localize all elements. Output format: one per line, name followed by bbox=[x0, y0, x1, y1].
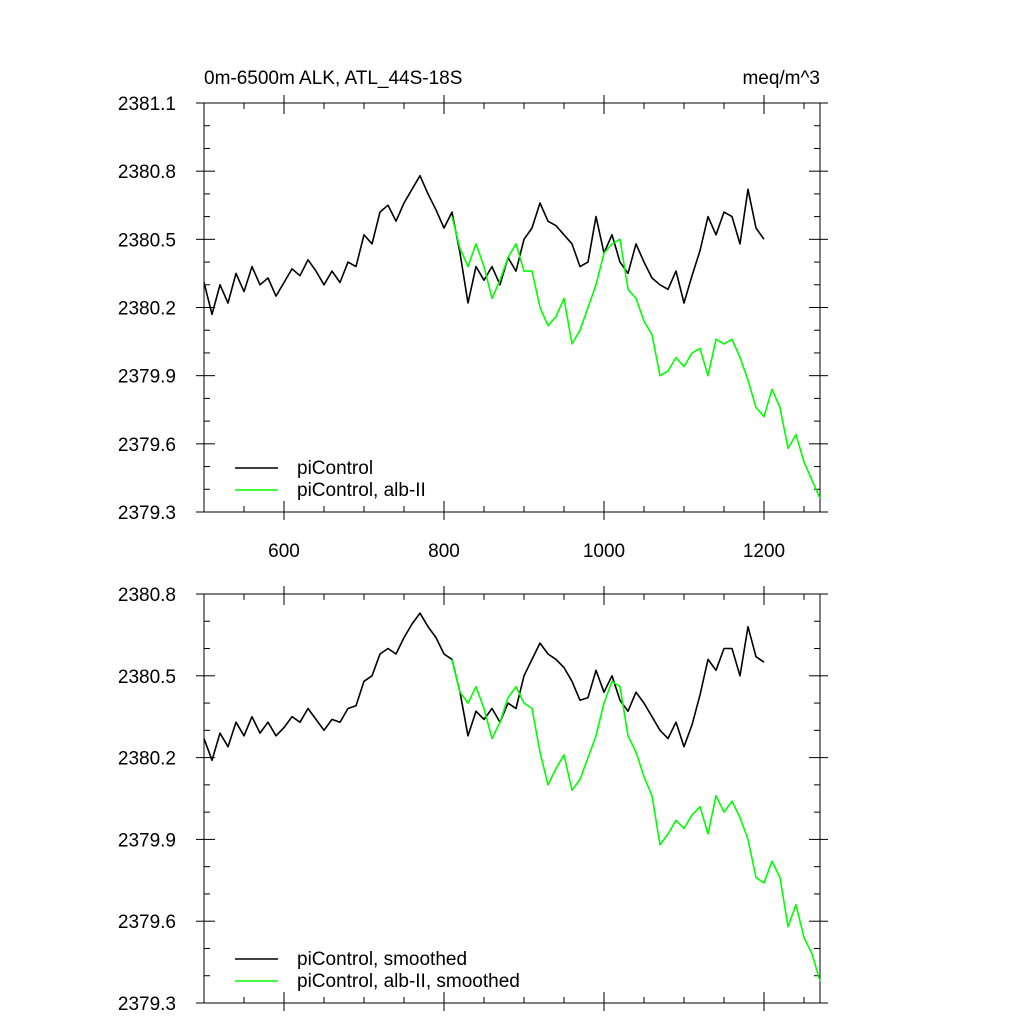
y-tick-label: 2379.3 bbox=[118, 503, 176, 524]
y-tick-label: 2379.9 bbox=[118, 830, 176, 851]
y-tick-label: 2380.5 bbox=[118, 230, 176, 251]
bottom-plot-frame bbox=[203, 593, 821, 1004]
y-tick-label: 2381.1 bbox=[118, 94, 176, 115]
y-tick-label: 2379.9 bbox=[118, 367, 176, 388]
legend-label: piControl, alb-II bbox=[297, 480, 426, 501]
top-series bbox=[203, 174, 821, 499]
x-tick-label: 800 bbox=[428, 541, 460, 562]
legend-label: piControl, smoothed bbox=[297, 949, 467, 970]
y-tick-label: 2380.2 bbox=[118, 749, 176, 770]
x-tick-label: 600 bbox=[268, 541, 300, 562]
series-line-picontrol bbox=[203, 612, 765, 762]
x-tick-label: 1200 bbox=[743, 541, 785, 562]
y-tick-label: 2379.6 bbox=[118, 912, 176, 933]
series-line-picontrol bbox=[203, 174, 765, 316]
y-tick-label: 2380.5 bbox=[118, 667, 176, 688]
x-tick-label: 1000 bbox=[583, 541, 625, 562]
top-ticks: 600 800 1000 1200 2379.3 2379.6 2379.9 2380.2 23… bbox=[118, 94, 828, 562]
y-tick-label: 2379.6 bbox=[118, 435, 176, 456]
y-tick-label: 2380.2 bbox=[118, 299, 176, 320]
units-label: meq/m^3 bbox=[742, 68, 820, 89]
series-line-alb-ii bbox=[451, 216, 821, 499]
legend-label: piControl bbox=[297, 458, 373, 479]
series-line-alb-ii bbox=[451, 659, 821, 982]
y-tick-label: 2380.8 bbox=[118, 585, 176, 606]
top-panel: 600 800 1000 1200 2379.3 2379.6 2379.9 2380.2 23… bbox=[118, 94, 828, 562]
legend-label: piControl, alb-II, smoothed bbox=[297, 971, 520, 992]
bottom-ticks: 2379.3 2379.6 2379.9 2380.2 2380.5 2380.8 bbox=[118, 585, 828, 1015]
bottom-series bbox=[203, 612, 821, 982]
bottom-panel: 2379.3 2379.6 2379.9 2380.2 2380.5 2380.8 piC… bbox=[118, 585, 828, 1015]
y-tick-label: 2379.3 bbox=[118, 994, 176, 1015]
y-tick-label: 2380.8 bbox=[118, 162, 176, 183]
top-plot-frame bbox=[203, 102, 821, 513]
chart-title: 0m-6500m ALK, ATL_44S-18S bbox=[204, 68, 462, 89]
